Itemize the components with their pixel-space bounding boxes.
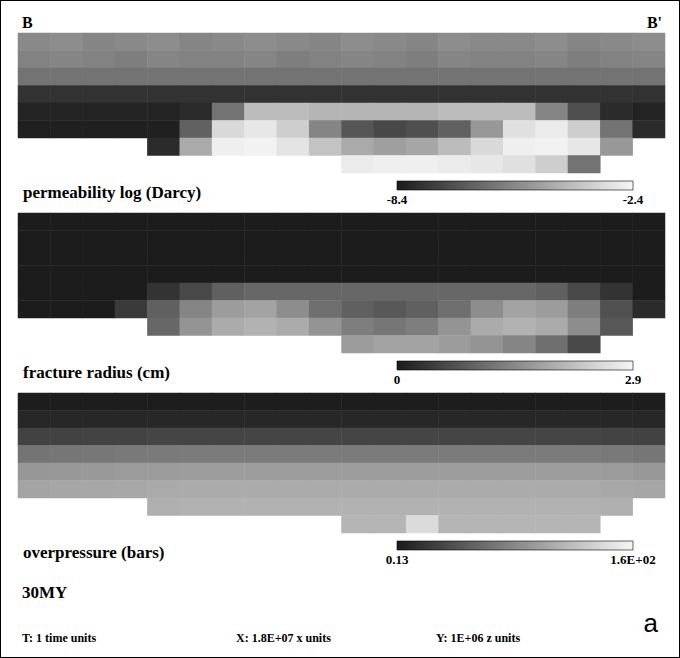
svg-text:overpressure (bars): overpressure (bars) — [23, 543, 165, 562]
svg-text:permeability log (Darcy): permeability log (Darcy) — [23, 183, 201, 202]
svg-text:-8.4: -8.4 — [387, 192, 408, 207]
svg-text:0.13: 0.13 — [386, 552, 409, 567]
svg-text:B: B — [22, 14, 33, 31]
svg-text:T: 1 time units: T: 1 time units — [22, 631, 96, 645]
svg-text:30MY: 30MY — [22, 583, 67, 602]
svg-text:2.9: 2.9 — [625, 372, 642, 387]
svg-text:1.6E+02: 1.6E+02 — [610, 552, 655, 567]
svg-text:0: 0 — [394, 372, 401, 387]
svg-text:X: 1.8E+07 x units: X: 1.8E+07 x units — [236, 631, 331, 645]
svg-text:-2.4: -2.4 — [623, 192, 644, 207]
svg-text:B': B' — [647, 14, 662, 31]
svg-text:fracture radius (cm): fracture radius (cm) — [23, 363, 170, 382]
svg-text:a: a — [644, 608, 659, 638]
svg-text:Y: 1E+06 z units: Y: 1E+06 z units — [436, 631, 520, 645]
